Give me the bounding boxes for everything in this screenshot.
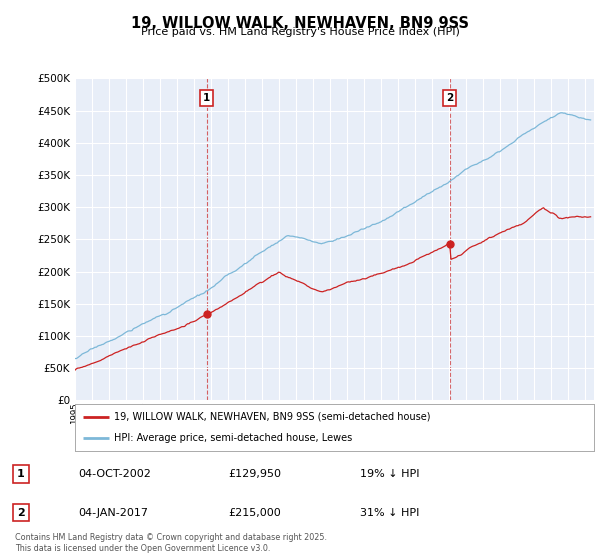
Text: 2: 2 [446, 93, 454, 102]
Text: 31% ↓ HPI: 31% ↓ HPI [360, 507, 419, 517]
Text: 19, WILLOW WALK, NEWHAVEN, BN9 9SS: 19, WILLOW WALK, NEWHAVEN, BN9 9SS [131, 16, 469, 31]
Text: Price paid vs. HM Land Registry's House Price Index (HPI): Price paid vs. HM Land Registry's House … [140, 27, 460, 37]
Text: 1: 1 [17, 469, 25, 479]
Text: 04-OCT-2002: 04-OCT-2002 [78, 469, 151, 479]
Text: 2: 2 [17, 507, 25, 517]
Text: 04-JAN-2017: 04-JAN-2017 [78, 507, 148, 517]
Text: 1: 1 [203, 93, 211, 102]
Text: 19% ↓ HPI: 19% ↓ HPI [360, 469, 419, 479]
Text: Contains HM Land Registry data © Crown copyright and database right 2025.
This d: Contains HM Land Registry data © Crown c… [15, 533, 327, 553]
Text: £129,950: £129,950 [228, 469, 281, 479]
Text: HPI: Average price, semi-detached house, Lewes: HPI: Average price, semi-detached house,… [114, 433, 352, 444]
Text: 19, WILLOW WALK, NEWHAVEN, BN9 9SS (semi-detached house): 19, WILLOW WALK, NEWHAVEN, BN9 9SS (semi… [114, 412, 430, 422]
Text: £215,000: £215,000 [228, 507, 281, 517]
